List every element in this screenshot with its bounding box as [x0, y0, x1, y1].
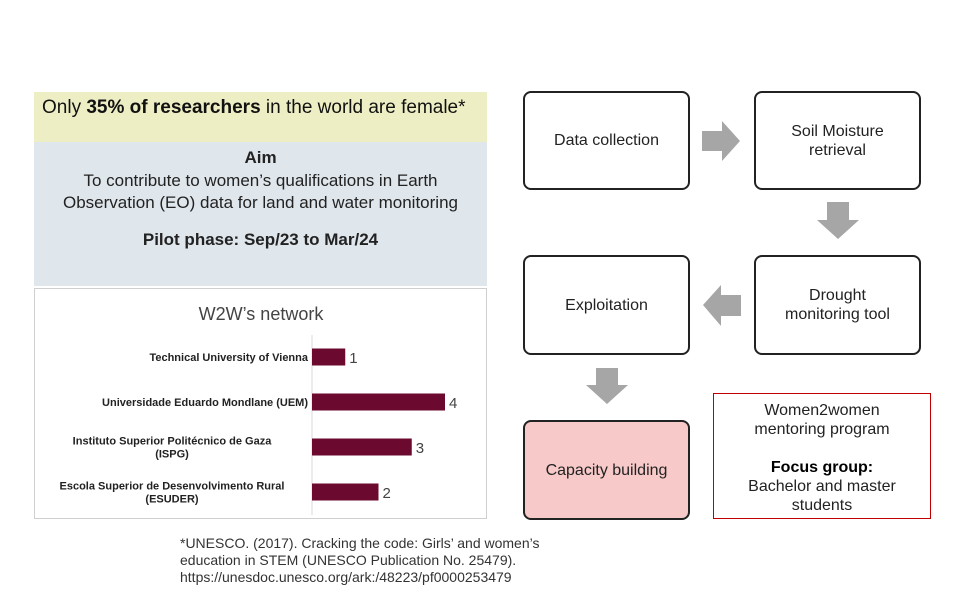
category-label: (ESUDER): [145, 494, 199, 506]
aim-box: Aim To contribute to women’s qualificati…: [34, 142, 487, 286]
data-label: 2: [383, 485, 391, 502]
exploitation-box: Exploitation: [523, 255, 690, 355]
category-label: Instituto Superior Politécnico de Gaza: [73, 436, 273, 448]
bar: [312, 483, 379, 501]
citation-line-1: *UNESCO. (2017). Cracking the code: Girl…: [180, 535, 540, 551]
network-chart: W2W’s network 1 Technical University of V…: [60, 304, 457, 515]
focus-group-text: Bachelor and master students: [748, 478, 896, 514]
data-label: 3: [416, 440, 424, 457]
headline-suffix: in the world are female*: [260, 97, 466, 118]
data-collection-label: Data collection: [554, 132, 659, 149]
headline-box: Only 35% of researchers in the world are…: [34, 92, 487, 142]
arrow-down-icon: [586, 368, 628, 404]
data-collection-box: Data collection: [523, 91, 690, 190]
capacity-building-box: Capacity building: [523, 420, 690, 520]
arrow-left-icon: [703, 285, 741, 326]
drought-tool-label: Drought monitoring tool: [785, 287, 890, 323]
data-label: 4: [449, 395, 457, 412]
bar: [312, 438, 412, 456]
soil-moisture-label: Soil Moisture retrieval: [791, 122, 884, 159]
mentoring-title: Women2women mentoring program: [754, 402, 890, 438]
pilot-phase: Pilot phase: Sep/23 to Mar/24: [142, 230, 379, 249]
bar: [312, 348, 346, 366]
data-label: 1: [349, 350, 357, 367]
bar: [312, 393, 445, 411]
arrow-down-icon: [817, 202, 859, 239]
citation: *UNESCO. (2017). Cracking the code: Girl…: [180, 535, 700, 586]
focus-group-label: Focus group:: [770, 459, 874, 476]
chart-title: W2W’s network: [199, 304, 325, 324]
citation-line-2: education in STEM (UNESCO Publication No…: [180, 552, 517, 568]
category-label: Technical University of Vienna: [149, 352, 308, 364]
category-label: Escola Superior de Desenvolvimento Rural: [60, 481, 285, 493]
soil-moisture-box: Soil Moisture retrieval: [754, 91, 921, 190]
aim-text: To contribute to women’s qualifications …: [63, 171, 458, 212]
citation-line-3: https://unesdoc.unesco.org/ark:/48223/pf…: [180, 569, 512, 585]
category-label: Universidade Eduardo Mondlane (UEM): [102, 397, 308, 409]
arrow-right-icon: [702, 121, 740, 161]
network-chart-panel: W2W’s network 1 Technical University of V…: [34, 288, 487, 519]
chart-marks: 1 Technical University of Vienna 4 Universi…: [60, 348, 457, 506]
exploitation-label: Exploitation: [565, 296, 648, 314]
headline-prefix: Only: [42, 97, 87, 118]
headline-highlight: 35% of researchers: [86, 97, 261, 118]
category-label: (ISPG): [155, 449, 189, 461]
aim-title: Aim: [244, 148, 277, 167]
drought-tool-box: Drought monitoring tool: [754, 255, 921, 355]
mentoring-program-box: Women2women mentoring program Focus grou…: [713, 393, 931, 519]
capacity-building-label: Capacity building: [545, 461, 668, 479]
